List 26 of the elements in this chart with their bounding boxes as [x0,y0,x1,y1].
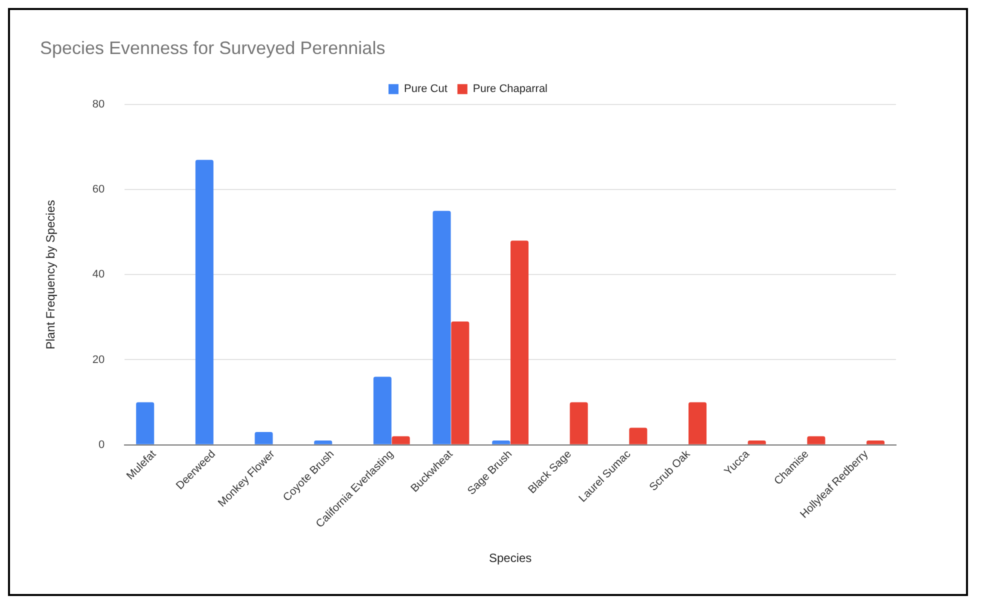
legend-label: Pure Chaparral [472,83,548,96]
bar [688,402,707,444]
bar [807,436,826,444]
bar [570,402,588,444]
y-tick-label: 20 [92,354,105,366]
bar [136,402,154,444]
legend-label: Pure Cut [404,83,448,96]
bar [629,428,648,444]
y-tick-label: 0 [98,438,105,451]
bar [510,240,529,444]
bar [254,432,273,444]
y-tick-label: 80 [92,98,105,111]
bar [195,160,214,444]
bar [373,376,392,444]
x-axis-title: Species [488,551,532,566]
y-tick-label: 60 [92,184,105,196]
bar [314,440,332,444]
bar [432,210,451,444]
bar [748,440,766,444]
bar [492,440,510,444]
bar [866,440,885,444]
bar [392,436,410,444]
bar [451,321,470,444]
y-tick-label: 40 [92,268,105,281]
chart-title: Species Evenness for Surveyed Perennials [40,38,386,58]
y-axis-title: Plant Frequency by Species [44,200,58,350]
